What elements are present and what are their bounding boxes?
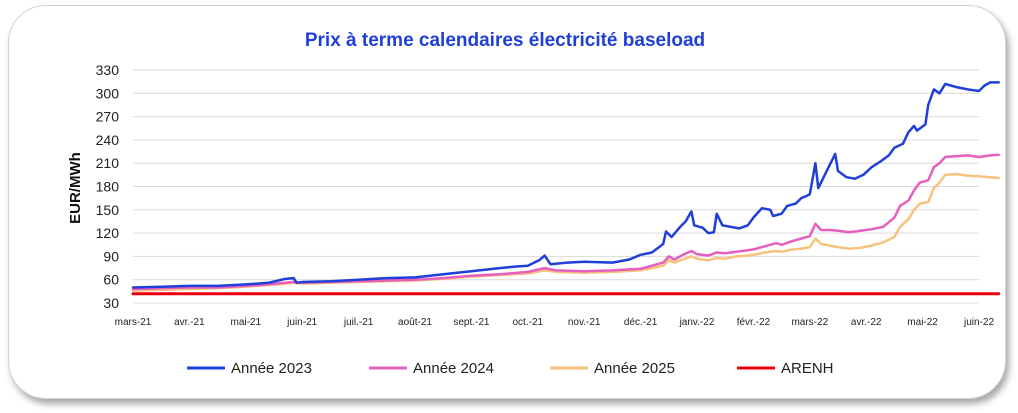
y-tick-label: 180 xyxy=(96,179,120,195)
chart-title: Prix à terme calendaires électricité bas… xyxy=(305,30,705,51)
y-tick-label: 90 xyxy=(103,248,119,264)
y-axis-label: EUR/MWh xyxy=(67,152,84,224)
y-tick-label: 120 xyxy=(96,225,120,241)
x-tick-label: avr.-21 xyxy=(174,317,205,328)
x-tick-label: avr.-22 xyxy=(851,317,882,328)
grid-layer xyxy=(133,69,979,304)
series-line-ann-e-2023 xyxy=(131,81,1000,289)
y-tick-label: 270 xyxy=(96,109,120,125)
series-line-ann-e-2024 xyxy=(131,153,1000,291)
y-tick-label: 210 xyxy=(96,155,120,171)
y-tick-label: 30 xyxy=(103,295,119,311)
x-tick-label: mars-22 xyxy=(791,317,828,328)
x-tick-label: févr.-22 xyxy=(737,317,771,328)
y-tick-label: 240 xyxy=(96,132,120,148)
y-tick-label: 330 xyxy=(96,62,120,78)
x-tick-label: août-21 xyxy=(398,317,432,328)
x-tick-label: juil.-21 xyxy=(343,317,374,328)
x-tick-label: janv.-22 xyxy=(679,317,715,328)
x-tick-label: juin-21 xyxy=(286,317,317,328)
y-tick-label: 150 xyxy=(96,202,120,218)
x-tick-label: oct.-21 xyxy=(513,317,544,328)
legend-label: Année 2025 xyxy=(594,360,675,377)
x-tick-label: mai-21 xyxy=(231,317,262,328)
x-tick-label: mai-22 xyxy=(907,317,938,328)
y-tick-label: 60 xyxy=(103,272,119,288)
legend-label: Année 2023 xyxy=(231,360,312,377)
legend-label: Année 2024 xyxy=(413,360,494,377)
legend: Année 2023 Année 2024 Année 2025 ARENH xyxy=(187,360,834,377)
series-line-ann-e-2025 xyxy=(131,172,1000,292)
legend-label: ARENH xyxy=(781,360,834,377)
y-tick-labels: 30 60 90 120 150 180 210 240 270 300 330 xyxy=(96,62,120,311)
y-tick-label: 300 xyxy=(96,85,120,101)
x-tick-label: déc.-21 xyxy=(624,317,658,328)
x-tick-label: mars-21 xyxy=(115,317,152,328)
x-tick-label: sept.-21 xyxy=(453,317,490,328)
x-tick-labels: mars-21 avr.-21 mai-21 juin-21 juil.-21 août-… xyxy=(115,317,995,328)
x-tick-label: nov.-21 xyxy=(568,317,601,328)
x-tick-label: juin-22 xyxy=(963,317,994,328)
series-layer xyxy=(131,81,1001,296)
chart-card xyxy=(8,5,1006,399)
